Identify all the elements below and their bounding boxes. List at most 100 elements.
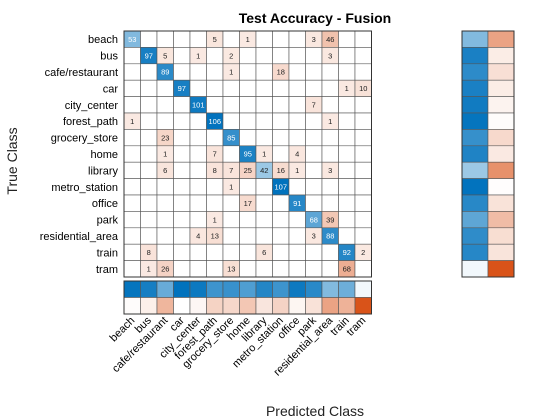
row-summary-error-10 <box>487 194 515 212</box>
cell-value: 1 <box>246 35 250 44</box>
row-summary-correct-7 <box>461 145 489 163</box>
cell-0-4 <box>189 30 207 48</box>
cell-11-14 <box>354 211 372 229</box>
cell-value: 97 <box>178 84 186 93</box>
cell-3-2 <box>156 79 174 97</box>
cell-value: 1 <box>328 117 332 126</box>
cell-value: 8 <box>213 166 217 175</box>
cell-11-8 <box>255 211 273 229</box>
cell-5-14 <box>354 112 372 130</box>
cell-6-1 <box>140 129 158 147</box>
row-summary-error-8 <box>487 161 515 179</box>
col-summary-error-2 <box>156 297 174 315</box>
y-tick-label: beach <box>88 34 118 46</box>
cell-10-0 <box>123 194 141 212</box>
cell-9-14 <box>354 178 372 196</box>
cell-14-3 <box>173 260 191 278</box>
x-tick-labels: beachbuscafe/restaurantcarcity_centerfor… <box>108 314 369 378</box>
y-tick-label: office <box>92 198 118 210</box>
cell-value: 1 <box>213 215 217 224</box>
cell-1-5 <box>206 47 224 65</box>
cell-value: 1 <box>130 117 134 126</box>
cell-4-14 <box>354 96 372 114</box>
row-summary-correct-13 <box>461 243 489 261</box>
row-summary-correct-11 <box>461 211 489 229</box>
cell-0-1 <box>140 30 158 48</box>
cell-value: 13 <box>211 232 219 241</box>
cell-7-14 <box>354 145 372 163</box>
cell-5-3 <box>173 112 191 130</box>
cell-4-3 <box>173 96 191 114</box>
cell-7-6 <box>222 145 240 163</box>
cell-0-14 <box>354 30 372 48</box>
col-summary-correct-10 <box>288 280 306 298</box>
row-summary-correct-8 <box>461 161 489 179</box>
cell-2-7 <box>239 63 257 81</box>
cell-4-6 <box>222 96 240 114</box>
cell-0-13 <box>338 30 356 48</box>
cell-4-7 <box>239 96 257 114</box>
cell-value: 91 <box>293 199 301 208</box>
cell-6-5 <box>206 129 224 147</box>
y-axis-label: True Class <box>4 127 20 194</box>
y-tick-label: home <box>90 149 118 161</box>
cell-9-1 <box>140 178 158 196</box>
cell-value: 2 <box>361 248 365 257</box>
cell-value: 1 <box>262 150 266 159</box>
cell-6-9 <box>272 129 290 147</box>
col-summary-correct-7 <box>239 280 257 298</box>
cell-3-9 <box>272 79 290 97</box>
cell-13-0 <box>123 243 141 261</box>
cell-13-2 <box>156 243 174 261</box>
cell-2-5 <box>206 63 224 81</box>
cell-value: 42 <box>260 166 268 175</box>
cell-value: 1 <box>147 265 151 274</box>
cell-13-9 <box>272 243 290 261</box>
cell-7-9 <box>272 145 290 163</box>
row-summary <box>461 30 515 278</box>
row-summary-correct-14 <box>461 260 489 278</box>
cell-value: 106 <box>208 117 221 126</box>
cell-1-7 <box>239 47 257 65</box>
cell-2-0 <box>123 63 141 81</box>
cell-value: 3 <box>328 51 332 60</box>
cell-9-0 <box>123 178 141 196</box>
cell-7-4 <box>189 145 207 163</box>
col-summary-error-6 <box>222 297 240 315</box>
cell-9-11 <box>305 178 323 196</box>
cell-3-4 <box>189 79 207 97</box>
row-summary-error-3 <box>487 79 515 97</box>
cell-value: 7 <box>312 101 316 110</box>
cell-10-3 <box>173 194 191 212</box>
cell-6-0 <box>123 129 141 147</box>
cell-4-1 <box>140 96 158 114</box>
cell-1-11 <box>305 47 323 65</box>
cell-14-4 <box>189 260 207 278</box>
cell-2-10 <box>288 63 306 81</box>
row-summary-border <box>461 30 515 278</box>
cell-13-7 <box>239 243 257 261</box>
cell-13-10 <box>288 243 306 261</box>
cell-value: 1 <box>163 150 167 159</box>
cell-3-0 <box>123 79 141 97</box>
cell-8-11 <box>305 161 323 179</box>
col-summary-correct-3 <box>173 280 191 298</box>
col-summary-correct-9 <box>272 280 290 298</box>
x-tick-label: beach <box>108 315 138 345</box>
cell-13-11 <box>305 243 323 261</box>
col-summary-error-0 <box>123 297 141 315</box>
cell-12-7 <box>239 227 257 245</box>
cell-value: 101 <box>192 101 205 110</box>
cell-10-13 <box>338 194 356 212</box>
cell-10-9 <box>272 194 290 212</box>
row-summary-error-13 <box>487 243 515 261</box>
cell-14-7 <box>239 260 257 278</box>
cell-10-8 <box>255 194 273 212</box>
cell-13-3 <box>173 243 191 261</box>
col-summary-error-9 <box>272 297 290 315</box>
cell-4-13 <box>338 96 356 114</box>
cell-13-6 <box>222 243 240 261</box>
cell-11-4 <box>189 211 207 229</box>
row-summary-error-0 <box>487 30 515 48</box>
cell-1-13 <box>338 47 356 65</box>
